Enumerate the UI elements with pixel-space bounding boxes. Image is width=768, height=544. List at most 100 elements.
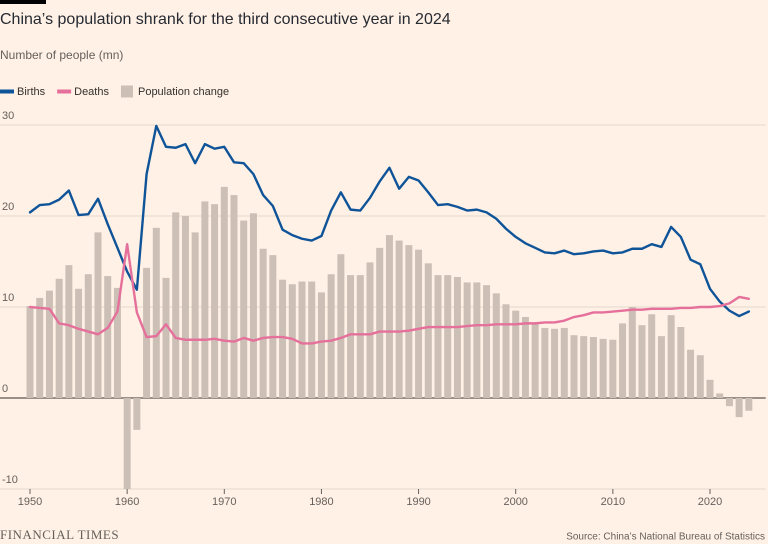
bar bbox=[551, 328, 559, 398]
bar bbox=[696, 355, 704, 398]
bar bbox=[104, 276, 112, 398]
bar bbox=[628, 307, 636, 398]
bar bbox=[502, 304, 510, 398]
bar bbox=[249, 213, 257, 398]
bar bbox=[65, 265, 73, 398]
bar bbox=[337, 254, 345, 398]
bar bbox=[308, 281, 316, 398]
line bbox=[28, 243, 751, 345]
bar bbox=[648, 314, 656, 398]
bar bbox=[347, 275, 355, 398]
legend-label: Births bbox=[17, 86, 46, 98]
y-tick-label: 10 bbox=[2, 292, 14, 304]
legend: Births Deaths Population change bbox=[0, 85, 229, 98]
bar bbox=[220, 186, 228, 398]
x-tick-label: 1950 bbox=[18, 496, 42, 508]
x-tick-label: 1960 bbox=[115, 496, 139, 508]
bar bbox=[687, 349, 695, 398]
bar bbox=[444, 275, 452, 398]
bar bbox=[143, 267, 151, 398]
ft-bar bbox=[0, 0, 46, 4]
bar bbox=[415, 249, 423, 398]
bar bbox=[327, 274, 335, 398]
y-tick-label: 20 bbox=[2, 201, 14, 213]
bar bbox=[599, 338, 607, 398]
bar bbox=[453, 276, 461, 398]
bar bbox=[619, 323, 627, 398]
bar bbox=[152, 227, 160, 398]
legend-label: Deaths bbox=[74, 86, 109, 98]
bar bbox=[589, 337, 597, 398]
bar bbox=[405, 245, 413, 398]
line bbox=[28, 124, 751, 318]
bar bbox=[706, 379, 714, 398]
bar bbox=[745, 398, 753, 411]
bar bbox=[580, 336, 588, 398]
x-tick-label: 2000 bbox=[503, 496, 527, 508]
bar bbox=[26, 306, 34, 398]
y-tick-label: -10 bbox=[2, 474, 18, 486]
bar bbox=[172, 212, 180, 398]
bar bbox=[677, 327, 685, 398]
bar bbox=[424, 263, 432, 398]
bar bbox=[84, 274, 92, 398]
bar bbox=[191, 232, 199, 398]
legend-swatch bbox=[120, 85, 133, 98]
bar bbox=[201, 201, 209, 398]
bar bbox=[298, 281, 306, 398]
bar bbox=[55, 278, 63, 398]
legend-swatch bbox=[57, 89, 72, 94]
bar bbox=[123, 398, 131, 489]
bar bbox=[317, 292, 325, 398]
bar bbox=[269, 255, 277, 398]
bar bbox=[113, 287, 121, 398]
x-tick-label: 1980 bbox=[309, 496, 333, 508]
x-tick-label: 1970 bbox=[212, 496, 236, 508]
bar bbox=[376, 247, 384, 398]
legend-swatch bbox=[0, 89, 14, 94]
bar bbox=[45, 290, 53, 398]
x-tick-label: 1990 bbox=[406, 496, 430, 508]
bar bbox=[181, 216, 189, 398]
bar bbox=[356, 275, 364, 398]
bar bbox=[657, 336, 665, 398]
bar bbox=[735, 398, 743, 418]
bar bbox=[560, 327, 568, 398]
bar bbox=[638, 325, 646, 398]
bar bbox=[279, 279, 287, 398]
bar bbox=[531, 322, 539, 398]
y-tick-label: 30 bbox=[2, 110, 14, 122]
bar bbox=[211, 204, 219, 398]
source: Source: China’s National Bureau of Stati… bbox=[566, 532, 765, 543]
brand: FINANCIAL TIMES bbox=[0, 527, 119, 542]
legend-label: Population change bbox=[138, 86, 229, 98]
bar bbox=[483, 285, 491, 398]
bar bbox=[463, 282, 471, 398]
bar bbox=[385, 235, 393, 398]
chart-title: China’s population shrank for the third … bbox=[0, 11, 451, 28]
x-tick-label: 2010 bbox=[601, 496, 625, 508]
bar bbox=[492, 293, 500, 398]
bar bbox=[541, 327, 549, 398]
bar bbox=[521, 317, 529, 398]
bar bbox=[512, 310, 520, 398]
bar bbox=[162, 277, 170, 398]
bar bbox=[395, 240, 403, 398]
subtitle: Number of people (mn) bbox=[0, 48, 123, 62]
bar bbox=[240, 220, 248, 398]
bar bbox=[36, 297, 44, 398]
bar bbox=[667, 315, 675, 398]
bar bbox=[259, 248, 267, 398]
bar bbox=[94, 232, 102, 398]
y-tick-label: 0 bbox=[2, 383, 8, 395]
bar bbox=[133, 398, 141, 430]
bar bbox=[230, 195, 238, 398]
bar bbox=[716, 393, 724, 398]
bar bbox=[609, 339, 617, 398]
bar bbox=[725, 398, 733, 407]
bar bbox=[434, 275, 442, 398]
x-tick-label: 2020 bbox=[698, 496, 722, 508]
marks bbox=[26, 124, 753, 489]
